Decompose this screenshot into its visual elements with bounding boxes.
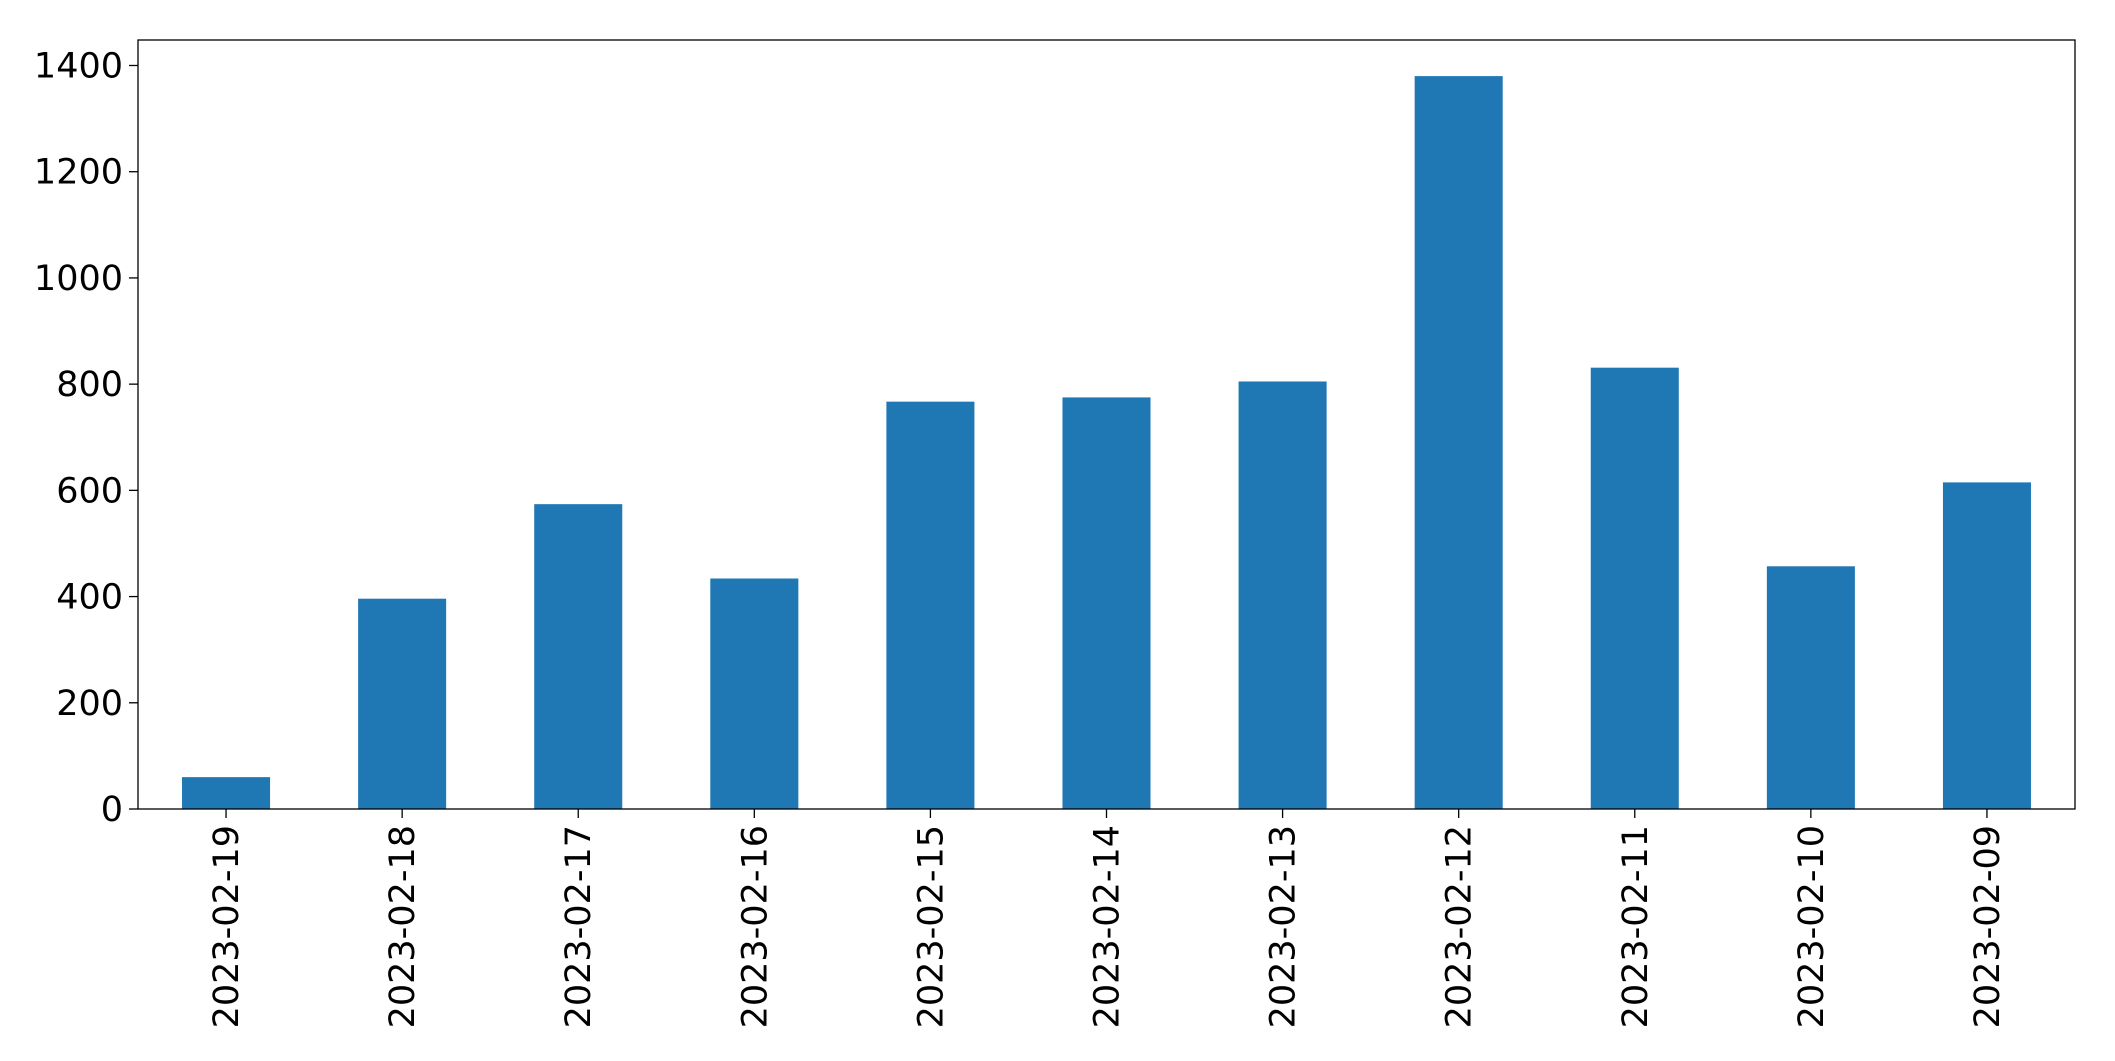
bar [886, 401, 975, 809]
x-tick-label: 2023-02-18 [383, 825, 423, 1028]
x-tick-label: 2023-02-16 [735, 825, 775, 1028]
y-tick-label: 600 [56, 471, 123, 511]
x-tick-label: 2023-02-10 [1792, 825, 1832, 1028]
bar [1942, 482, 2031, 809]
bar [182, 777, 271, 809]
y-tick-label: 1000 [34, 259, 123, 299]
bar [1062, 397, 1151, 809]
x-tick-label: 2023-02-14 [1088, 825, 1128, 1028]
x-tick-label: 2023-02-12 [1440, 825, 1480, 1028]
bar [1414, 76, 1503, 809]
plot-frame [137, 39, 2076, 810]
bar [358, 598, 447, 809]
bar [1238, 381, 1327, 809]
x-tick-label: 2023-02-09 [1968, 825, 2008, 1028]
bar [534, 504, 623, 809]
x-tick-label: 2023-02-15 [911, 825, 951, 1028]
y-tick-label: 200 [56, 684, 123, 724]
x-tick-label: 2023-02-17 [559, 825, 599, 1028]
bar [1766, 566, 1855, 809]
y-tick-label: 1200 [34, 153, 123, 193]
y-tick-label: 800 [56, 365, 123, 405]
x-tick-label: 2023-02-19 [207, 825, 247, 1028]
y-tick-label: 0 [101, 790, 123, 830]
x-tick-label: 2023-02-13 [1264, 825, 1304, 1028]
x-tick-label: 2023-02-11 [1616, 825, 1656, 1028]
bar [1590, 367, 1679, 809]
y-tick-label: 1400 [34, 46, 123, 86]
y-tick-label: 400 [56, 578, 123, 618]
bar [710, 578, 799, 809]
